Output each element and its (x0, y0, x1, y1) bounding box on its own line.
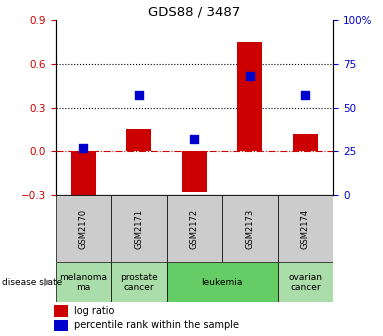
Text: disease state: disease state (2, 278, 62, 287)
Point (136, 93, 142, 98)
Text: GSM2173: GSM2173 (246, 208, 254, 249)
Point (192, 136, 198, 142)
Bar (182, 151, 207, 192)
Text: ▶: ▶ (44, 277, 52, 287)
Bar (54, 305, 68, 317)
Bar (71, 151, 96, 202)
Point (247, 73, 253, 79)
Text: melanoma
ma: melanoma ma (59, 272, 107, 292)
Bar (54, 320, 68, 331)
Bar (222, 195, 278, 262)
Bar (111, 195, 167, 262)
Bar (167, 195, 222, 262)
Bar (56, 262, 111, 302)
Text: leukemia: leukemia (201, 278, 243, 287)
Point (303, 93, 309, 98)
Bar (126, 129, 151, 151)
Bar (167, 262, 278, 302)
Text: GSM2174: GSM2174 (301, 208, 310, 249)
Text: log ratio: log ratio (74, 306, 114, 316)
Bar (237, 42, 262, 151)
Text: ovarian
cancer: ovarian cancer (288, 272, 322, 292)
Text: GSM2171: GSM2171 (134, 208, 143, 249)
Text: GSM2170: GSM2170 (79, 208, 88, 249)
Text: prostate
cancer: prostate cancer (120, 272, 158, 292)
Point (80, 145, 87, 151)
Text: GSM2172: GSM2172 (190, 208, 199, 249)
Text: percentile rank within the sample: percentile rank within the sample (74, 321, 239, 330)
Bar (56, 195, 111, 262)
Bar (278, 262, 333, 302)
Bar (111, 262, 167, 302)
Bar (278, 195, 333, 262)
Title: GDS88 / 3487: GDS88 / 3487 (148, 6, 241, 19)
Bar (293, 134, 318, 151)
